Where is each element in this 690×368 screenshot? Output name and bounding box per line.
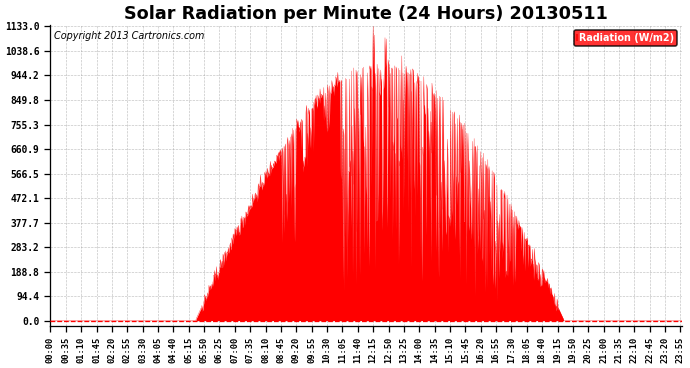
Legend: Radiation (W/m2): Radiation (W/m2)	[573, 30, 678, 46]
Text: Copyright 2013 Cartronics.com: Copyright 2013 Cartronics.com	[54, 31, 204, 41]
Title: Solar Radiation per Minute (24 Hours) 20130511: Solar Radiation per Minute (24 Hours) 20…	[124, 5, 609, 23]
